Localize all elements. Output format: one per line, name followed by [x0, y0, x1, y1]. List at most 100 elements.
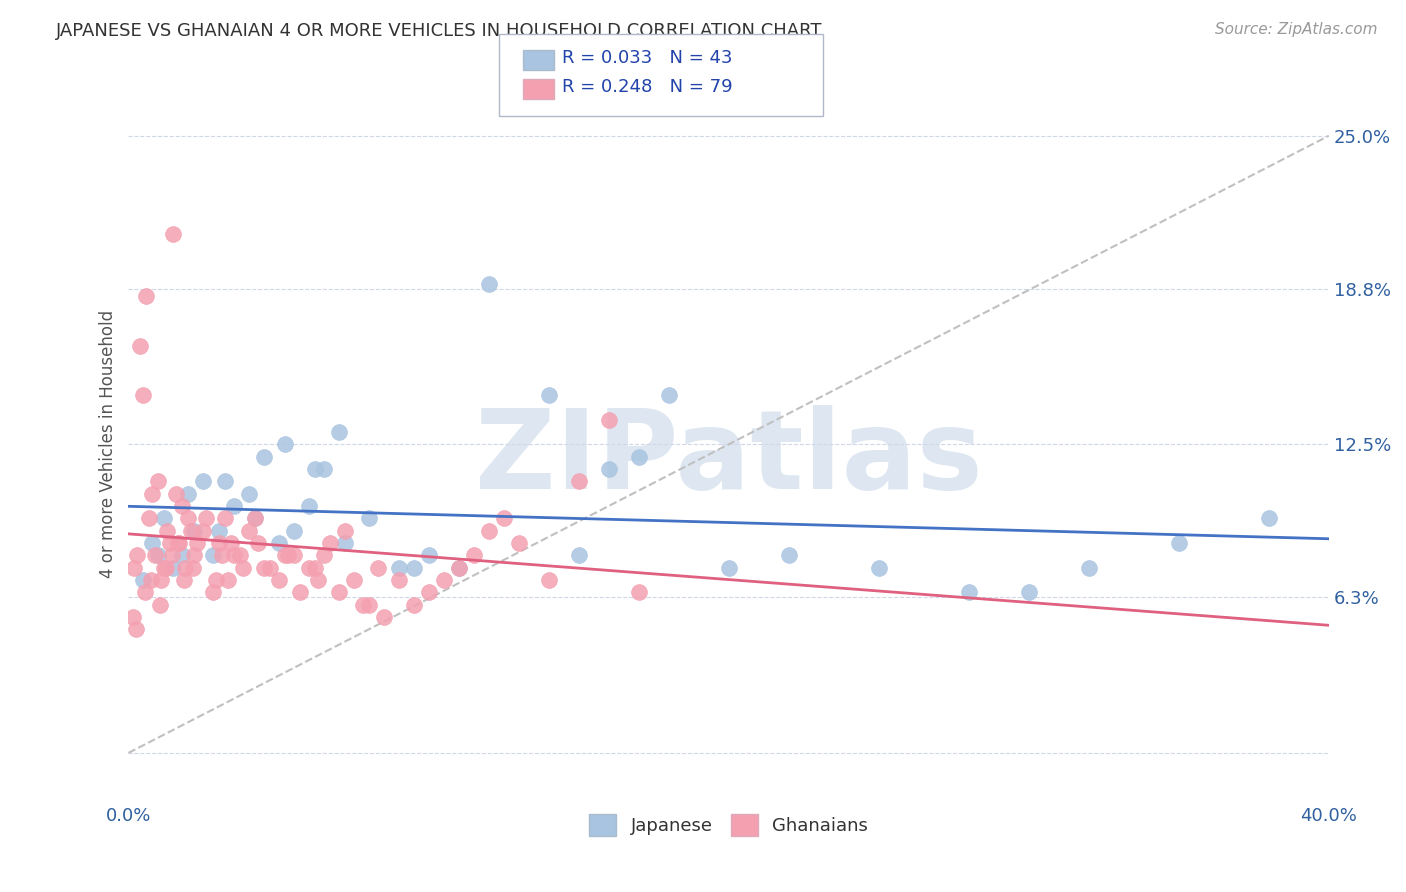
- Point: [627, 450, 650, 464]
- Point: [357, 598, 380, 612]
- Point: [312, 462, 335, 476]
- Point: [169, 536, 191, 550]
- Point: [181, 560, 204, 574]
- Point: [304, 560, 326, 574]
- Point: [162, 227, 184, 242]
- Point: [135, 289, 157, 303]
- Point: [402, 560, 425, 574]
- Point: [537, 573, 560, 587]
- Point: [193, 475, 215, 489]
- Point: [155, 560, 177, 574]
- Text: JAPANESE VS GHANAIAN 4 OR MORE VEHICLES IN HOUSEHOLD CORRELATION CHART: JAPANESE VS GHANAIAN 4 OR MORE VEHICLES …: [56, 22, 823, 40]
- Point: [352, 598, 374, 612]
- Point: [273, 437, 295, 451]
- Point: [246, 536, 269, 550]
- Point: [463, 549, 485, 563]
- Point: [231, 560, 253, 574]
- Point: [297, 560, 319, 574]
- Point: [141, 536, 163, 550]
- Point: [717, 560, 740, 574]
- Point: [267, 536, 290, 550]
- Point: [304, 462, 326, 476]
- Point: [214, 475, 236, 489]
- Point: [312, 549, 335, 563]
- Point: [166, 486, 188, 500]
- Text: ZIPatlas: ZIPatlas: [475, 405, 983, 512]
- Y-axis label: 4 or more Vehicles in Household: 4 or more Vehicles in Household: [100, 310, 117, 578]
- Point: [201, 549, 224, 563]
- Point: [145, 549, 167, 563]
- Text: Source: ZipAtlas.com: Source: ZipAtlas.com: [1215, 22, 1378, 37]
- Point: [387, 560, 409, 574]
- Point: [598, 412, 620, 426]
- Point: [568, 549, 591, 563]
- Point: [159, 536, 181, 550]
- Point: [177, 486, 200, 500]
- Point: [1257, 511, 1279, 525]
- Point: [138, 511, 160, 525]
- Point: [778, 549, 800, 563]
- Point: [172, 499, 194, 513]
- Point: [447, 560, 470, 574]
- Point: [957, 585, 980, 599]
- Point: [1167, 536, 1189, 550]
- Point: [387, 573, 409, 587]
- Point: [207, 536, 229, 550]
- Point: [193, 524, 215, 538]
- Point: [139, 573, 162, 587]
- Point: [219, 536, 242, 550]
- Point: [273, 549, 295, 563]
- Point: [568, 475, 591, 489]
- Point: [162, 560, 184, 574]
- Point: [537, 388, 560, 402]
- Point: [238, 524, 260, 538]
- Point: [333, 524, 356, 538]
- Point: [252, 560, 274, 574]
- Point: [357, 511, 380, 525]
- Point: [402, 598, 425, 612]
- Point: [153, 560, 176, 574]
- Point: [132, 388, 155, 402]
- Point: [180, 524, 202, 538]
- Point: [177, 511, 200, 525]
- Point: [134, 585, 156, 599]
- Point: [156, 524, 179, 538]
- Point: [129, 338, 152, 352]
- Point: [432, 573, 454, 587]
- Point: [153, 511, 176, 525]
- Point: [174, 560, 197, 574]
- Point: [124, 560, 146, 574]
- Point: [160, 549, 183, 563]
- Point: [172, 549, 194, 563]
- Point: [297, 499, 319, 513]
- Point: [222, 499, 245, 513]
- Point: [627, 585, 650, 599]
- Text: R = 0.033   N = 43: R = 0.033 N = 43: [562, 49, 733, 67]
- Point: [149, 598, 172, 612]
- Point: [243, 511, 266, 525]
- Point: [228, 549, 250, 563]
- Point: [183, 549, 205, 563]
- Point: [418, 585, 440, 599]
- Point: [328, 425, 350, 439]
- Point: [367, 560, 389, 574]
- Point: [243, 511, 266, 525]
- Point: [492, 511, 515, 525]
- Point: [201, 585, 224, 599]
- Point: [283, 524, 305, 538]
- Point: [150, 573, 173, 587]
- Point: [222, 549, 245, 563]
- Point: [132, 573, 155, 587]
- Point: [204, 573, 226, 587]
- Point: [122, 610, 145, 624]
- Point: [173, 573, 195, 587]
- Point: [1018, 585, 1040, 599]
- Point: [141, 486, 163, 500]
- Point: [598, 462, 620, 476]
- Point: [252, 450, 274, 464]
- Point: [868, 560, 890, 574]
- Point: [259, 560, 281, 574]
- Point: [1077, 560, 1099, 574]
- Text: R = 0.248   N = 79: R = 0.248 N = 79: [562, 78, 733, 96]
- Point: [333, 536, 356, 550]
